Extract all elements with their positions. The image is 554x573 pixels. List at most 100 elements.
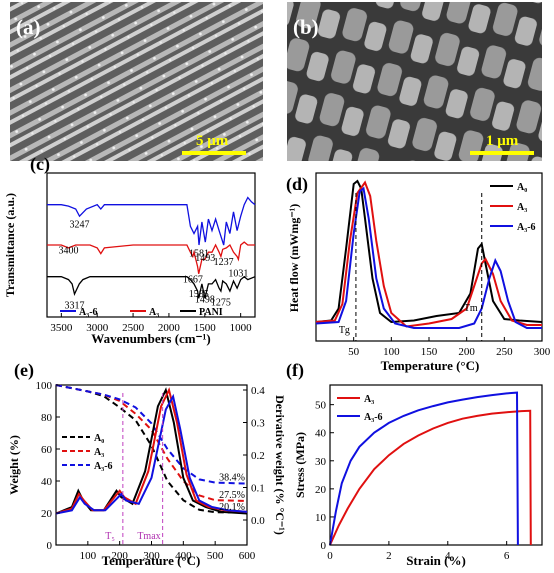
dsc-series-line: [315, 186, 542, 329]
tga-y2-tick-label: 0.3: [251, 418, 265, 430]
tga-y2-tick-label: 0.1: [251, 483, 265, 495]
tga-y-axis-label: Weight (%): [7, 435, 21, 495]
stress-series-line: [329, 391, 519, 546]
tga-derivative-line: [55, 393, 248, 515]
ftir-x-tick-label: 2000: [158, 322, 181, 334]
tga-t5-label: T₅: [105, 531, 115, 542]
stress-y-tick-label: 20: [315, 484, 327, 496]
tga-y2-tick-label: 0.4: [251, 385, 265, 397]
ftir-x-tick-label: 3500: [50, 322, 73, 334]
dsc-legend-label: A₀: [517, 182, 527, 193]
ftir-x-tick-label: 3000: [86, 322, 109, 334]
stress-x-tick-label: 6: [504, 550, 510, 562]
tga-y-tick-label: 0: [47, 540, 53, 552]
ftir-y-axis-label: Transmittance (a.u.): [3, 193, 17, 297]
stress-x-axis-label: Strain (%): [406, 553, 466, 568]
ftir-peak-label: 1667: [183, 274, 203, 285]
ftir-peak-label: 1275: [211, 297, 231, 308]
stress-plot-frame: [329, 384, 543, 546]
ftir-peak-label: 1493: [195, 253, 215, 264]
stress-x-tick-label: 4: [445, 550, 451, 562]
tga-weight-line: [55, 384, 248, 502]
stress-y-axis-label: Stress (MPa): [293, 432, 307, 498]
stress-legend-label: A₃: [364, 394, 374, 405]
ftir-series-line: [47, 275, 256, 299]
ftir-x-tick-label: 2500: [122, 322, 145, 334]
ftir-x-tick-label: 1500: [194, 322, 217, 334]
ftir-legend-label: PANI: [199, 307, 223, 318]
dsc-y-axis-label: Heat flow (mWmg⁻¹): [287, 204, 301, 313]
dsc-x-tick-label: 250: [496, 346, 513, 358]
ftir-legend-label: A₃: [149, 307, 159, 318]
ftir-series-line: [47, 241, 255, 274]
tga-y-tick-label: 80: [41, 412, 53, 424]
stress-legend-label: A₃-6: [364, 412, 383, 423]
stress-y-tick-label: 30: [315, 456, 327, 468]
tga-legend-label: A₃: [94, 447, 104, 458]
scale-bar-b: [470, 151, 534, 155]
stress-y-tick-label: 0: [321, 540, 327, 552]
dsc-tm-label: Tm: [464, 303, 478, 314]
panel-label-e: (e): [14, 360, 34, 381]
dsc-x-tick-label: 300: [534, 346, 551, 358]
dsc-series-line: [315, 180, 542, 328]
tga-y-tick-label: 60: [41, 444, 53, 456]
tga-x-tick-label: 400: [175, 550, 192, 562]
stress-x-tick-label: 2: [386, 550, 392, 562]
panel-label-c: (c): [30, 154, 50, 175]
dsc-x-tick-label: 150: [421, 346, 438, 358]
stress-y-tick-label: 50: [315, 400, 327, 412]
scale-bar-label-b: 1 μm: [486, 133, 519, 149]
ftir-legend-label: A₃-6: [79, 307, 98, 318]
dsc-x-tick-label: 200: [458, 346, 475, 358]
tga-x-tick-label: 500: [207, 550, 224, 562]
ftir-peak-label: 1031: [228, 269, 248, 280]
dsc-x-tick-label: 100: [383, 346, 400, 358]
dsc-x-tick-label: 50: [348, 346, 360, 358]
ftir-peak-label: 1237: [214, 257, 234, 268]
stress-x-tick-label: 0: [327, 550, 333, 562]
ftir-peak-label: 3317: [64, 300, 84, 311]
tga-x-tick-label: 300: [143, 550, 160, 562]
ftir-peak-label: 1581: [189, 249, 209, 260]
ftir-peak-label: 3400: [59, 246, 79, 257]
ftir-peak-label: 1498: [195, 295, 215, 306]
panel-label-f: (f): [286, 360, 304, 381]
tga-y-tick-label: 40: [41, 476, 53, 488]
panel-label-b: (b): [293, 15, 319, 39]
tga-legend-label: A₃-6: [94, 461, 113, 472]
stress-y-tick-label: 10: [315, 512, 327, 524]
ftir-x-tick-label: 1000: [230, 322, 253, 334]
sem-image-a: (a) 5 μm: [10, 2, 263, 161]
tga-residue-label: 38.4%: [219, 473, 245, 484]
tga-weight-line: [55, 384, 248, 514]
tga-legend-label: A₀: [94, 433, 104, 444]
tga-residue-label: 27.5%: [219, 490, 245, 501]
tga-weight-line: [55, 384, 248, 485]
tga-y2-tick-label: 0.0: [251, 515, 265, 527]
tga-x-tick-label: 100: [80, 550, 97, 562]
panel-label-d: (d): [286, 174, 308, 195]
scale-bar-label-a: 5 μm: [196, 133, 229, 149]
tga-plot-frame: [55, 384, 248, 546]
stress-series-line: [329, 409, 532, 546]
tga-x-tick-label: 600: [239, 550, 256, 562]
tga-derivative-line: [55, 387, 248, 515]
dsc-legend-label: A₃: [517, 202, 527, 213]
ftir-peak-label: 1585: [189, 289, 209, 300]
dsc-tg-label: Tg: [339, 325, 350, 336]
tga-x-axis-label: Temperature (°C): [102, 553, 201, 568]
ftir-x-axis-label: Wavenumbers (cm⁻¹): [91, 331, 210, 346]
tga-tmax-label: Tmax: [137, 531, 160, 542]
sem-image-b: (b) 1 μm: [287, 2, 542, 161]
ftir-series-line: [47, 196, 256, 246]
dsc-x-axis-label: Temperature (°C): [381, 358, 480, 373]
tga-y-tick-label: 100: [36, 380, 53, 392]
tga-x-tick-label: 200: [111, 550, 128, 562]
ftir-peak-label: 3247: [69, 220, 89, 231]
dsc-legend-label: A₃-6: [517, 222, 536, 233]
panel-label-a: (a): [16, 15, 41, 39]
stress-y-tick-label: 40: [315, 428, 327, 440]
